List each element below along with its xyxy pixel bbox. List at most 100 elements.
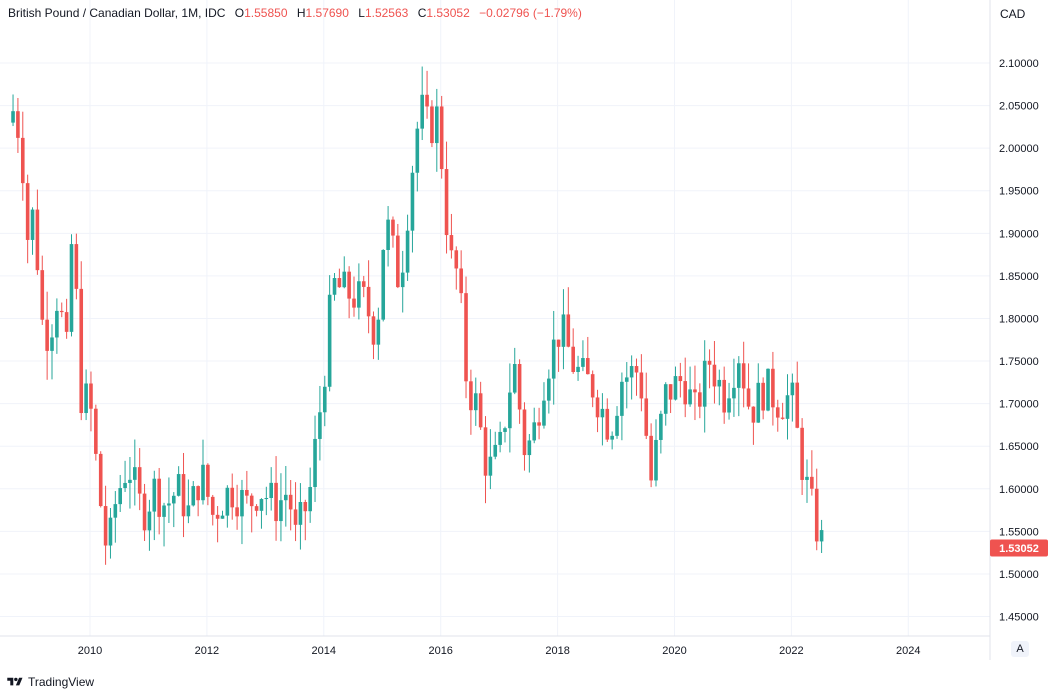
candle-body (561, 314, 566, 347)
autoscale-button[interactable]: A (1011, 641, 1029, 657)
open-value: 1.55850 (244, 6, 288, 20)
candle-body (279, 500, 283, 522)
candle-body (595, 397, 600, 418)
candle-body (157, 478, 161, 517)
candle-body (186, 505, 191, 517)
candle-body (663, 384, 668, 414)
time-tick-label: 2012 (195, 645, 219, 657)
low-value: 1.52563 (364, 6, 409, 20)
candle-body (649, 435, 653, 481)
tradingview-brand-name: TradingView (28, 675, 95, 689)
candle-body (133, 467, 137, 480)
candle-body (702, 360, 707, 407)
candle-body (366, 286, 371, 317)
candle-body (249, 495, 254, 507)
time-tick-label: 2014 (312, 645, 336, 657)
tradingview-brand[interactable]: TradingView (6, 674, 94, 690)
candle-body (751, 406, 756, 423)
candle-body (483, 427, 488, 476)
candle-body (425, 94, 429, 107)
candle-body (698, 392, 702, 407)
price-tick-label: 2.10000 (999, 58, 1039, 70)
price-axis[interactable]: 2.10000 2.05000 2.00000 1.95000 1.90000 1.850… (999, 58, 1039, 624)
candle-body (167, 503, 171, 506)
candle-body (176, 474, 181, 496)
candle-body (284, 494, 288, 501)
time-tick-label: 2020 (662, 645, 686, 657)
candle-body (332, 278, 337, 295)
candle-body (16, 111, 20, 138)
price-tick-label: 1.60000 (999, 484, 1039, 496)
candle-body (503, 428, 507, 432)
candle-body (522, 409, 527, 456)
candle-body (566, 314, 571, 347)
time-axis[interactable]: 2010 2012 2014 2016 2018 2020 2022 2024 (78, 645, 921, 657)
candle-body (741, 363, 746, 389)
candle-body (45, 319, 49, 351)
price-tick-label: 1.50000 (999, 569, 1039, 581)
candle-body (795, 382, 800, 428)
candle-body (137, 467, 142, 494)
candle-body (668, 384, 673, 400)
candle-body (590, 374, 595, 398)
candle-body (118, 488, 122, 505)
candle-body (610, 435, 614, 440)
currency-label: CAD (1000, 7, 1026, 21)
candle-body (376, 319, 381, 345)
candle-body (449, 235, 454, 251)
candle-body (771, 368, 775, 408)
candle-body (551, 339, 556, 379)
symbol-legend: British Pound / Canadian Dollar, 1M, IDC… (8, 6, 582, 20)
candle-body (327, 294, 332, 387)
price-tick-label: 1.85000 (999, 271, 1039, 283)
candle-body (371, 316, 376, 345)
candle-body (780, 417, 785, 419)
candle-body (254, 506, 259, 511)
candle-body (269, 482, 273, 498)
tradingview-logo-icon (7, 677, 23, 686)
time-tick-label: 2022 (779, 645, 803, 657)
candle-body (761, 382, 765, 411)
candle-body (712, 364, 717, 387)
candle-body (288, 494, 293, 510)
candle-body (688, 389, 692, 405)
candle-body (673, 376, 678, 400)
candle-body (556, 339, 561, 347)
candle-body (318, 412, 322, 439)
candle-body (142, 493, 147, 531)
candle-body (634, 366, 639, 373)
candle-body (259, 499, 264, 511)
candle-body (532, 422, 537, 441)
open-label: O (234, 6, 245, 20)
last-price-tag-bg (990, 539, 1048, 557)
candle-body (20, 137, 25, 184)
candle-body (420, 94, 424, 129)
candle-body (775, 407, 780, 418)
candle-body (308, 487, 312, 512)
candle-body (108, 517, 113, 546)
candle-body (89, 383, 93, 409)
candle-body (347, 271, 351, 299)
candle-body (396, 235, 400, 288)
candle-body (629, 366, 634, 378)
time-tick-label: 2010 (78, 645, 102, 657)
price-tick-label: 1.90000 (999, 228, 1039, 240)
candle-body (576, 366, 580, 372)
candle-body (313, 438, 317, 488)
candle-body (400, 272, 405, 288)
price-tick-label: 2.00000 (999, 143, 1039, 155)
candle-body (707, 360, 712, 365)
candle-body (746, 388, 751, 407)
candle-body (732, 387, 736, 399)
candle-body (722, 379, 726, 413)
candle-body (59, 310, 64, 313)
close-value: 1.53052 (426, 6, 470, 20)
candle-body (469, 381, 473, 411)
candle-body (727, 398, 731, 413)
symbol-title[interactable]: British Pound / Canadian Dollar, 1M, IDC (8, 6, 226, 20)
candle-body (683, 381, 688, 405)
candle-body (64, 312, 69, 332)
candle-body (171, 495, 176, 504)
candle-body (201, 464, 205, 501)
